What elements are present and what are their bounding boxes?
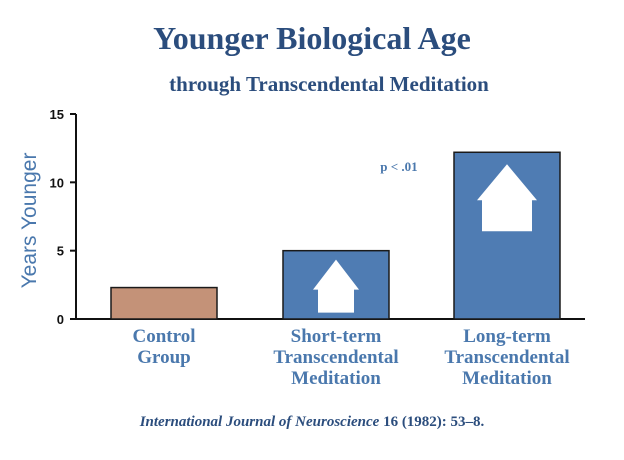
chart-subtitle: through Transcendental Meditation (169, 72, 489, 96)
y-axis-label: Years Younger (18, 153, 41, 289)
y-tick-label: 10 (50, 175, 64, 190)
x-category-label: Transcendental (273, 347, 398, 368)
y-tick-label: 0 (57, 312, 64, 327)
y-tick-label: 15 (50, 107, 64, 122)
x-category-label: Long-term (463, 326, 551, 347)
significance-annotation: p < .01 (380, 159, 417, 174)
x-category-label: Group (137, 347, 191, 368)
citation: International Journal of Neuroscience 16… (0, 414, 624, 431)
citation-journal: International Journal of Neuroscience (139, 414, 380, 430)
y-tick-label: 5 (57, 244, 64, 259)
x-category-label: Transcendental (444, 347, 569, 368)
x-category-label: Short-term (291, 326, 382, 347)
x-category-label: Meditation (291, 368, 381, 389)
x-category-label: Meditation (462, 368, 552, 389)
bar (110, 286, 218, 320)
citation-details: 16 (1982): 53–8. (379, 414, 485, 430)
up-arrow-icon (313, 259, 359, 313)
x-category-label: Control (133, 326, 196, 347)
up-arrow-icon (477, 164, 537, 232)
chart-title: Younger Biological Age (153, 20, 471, 56)
